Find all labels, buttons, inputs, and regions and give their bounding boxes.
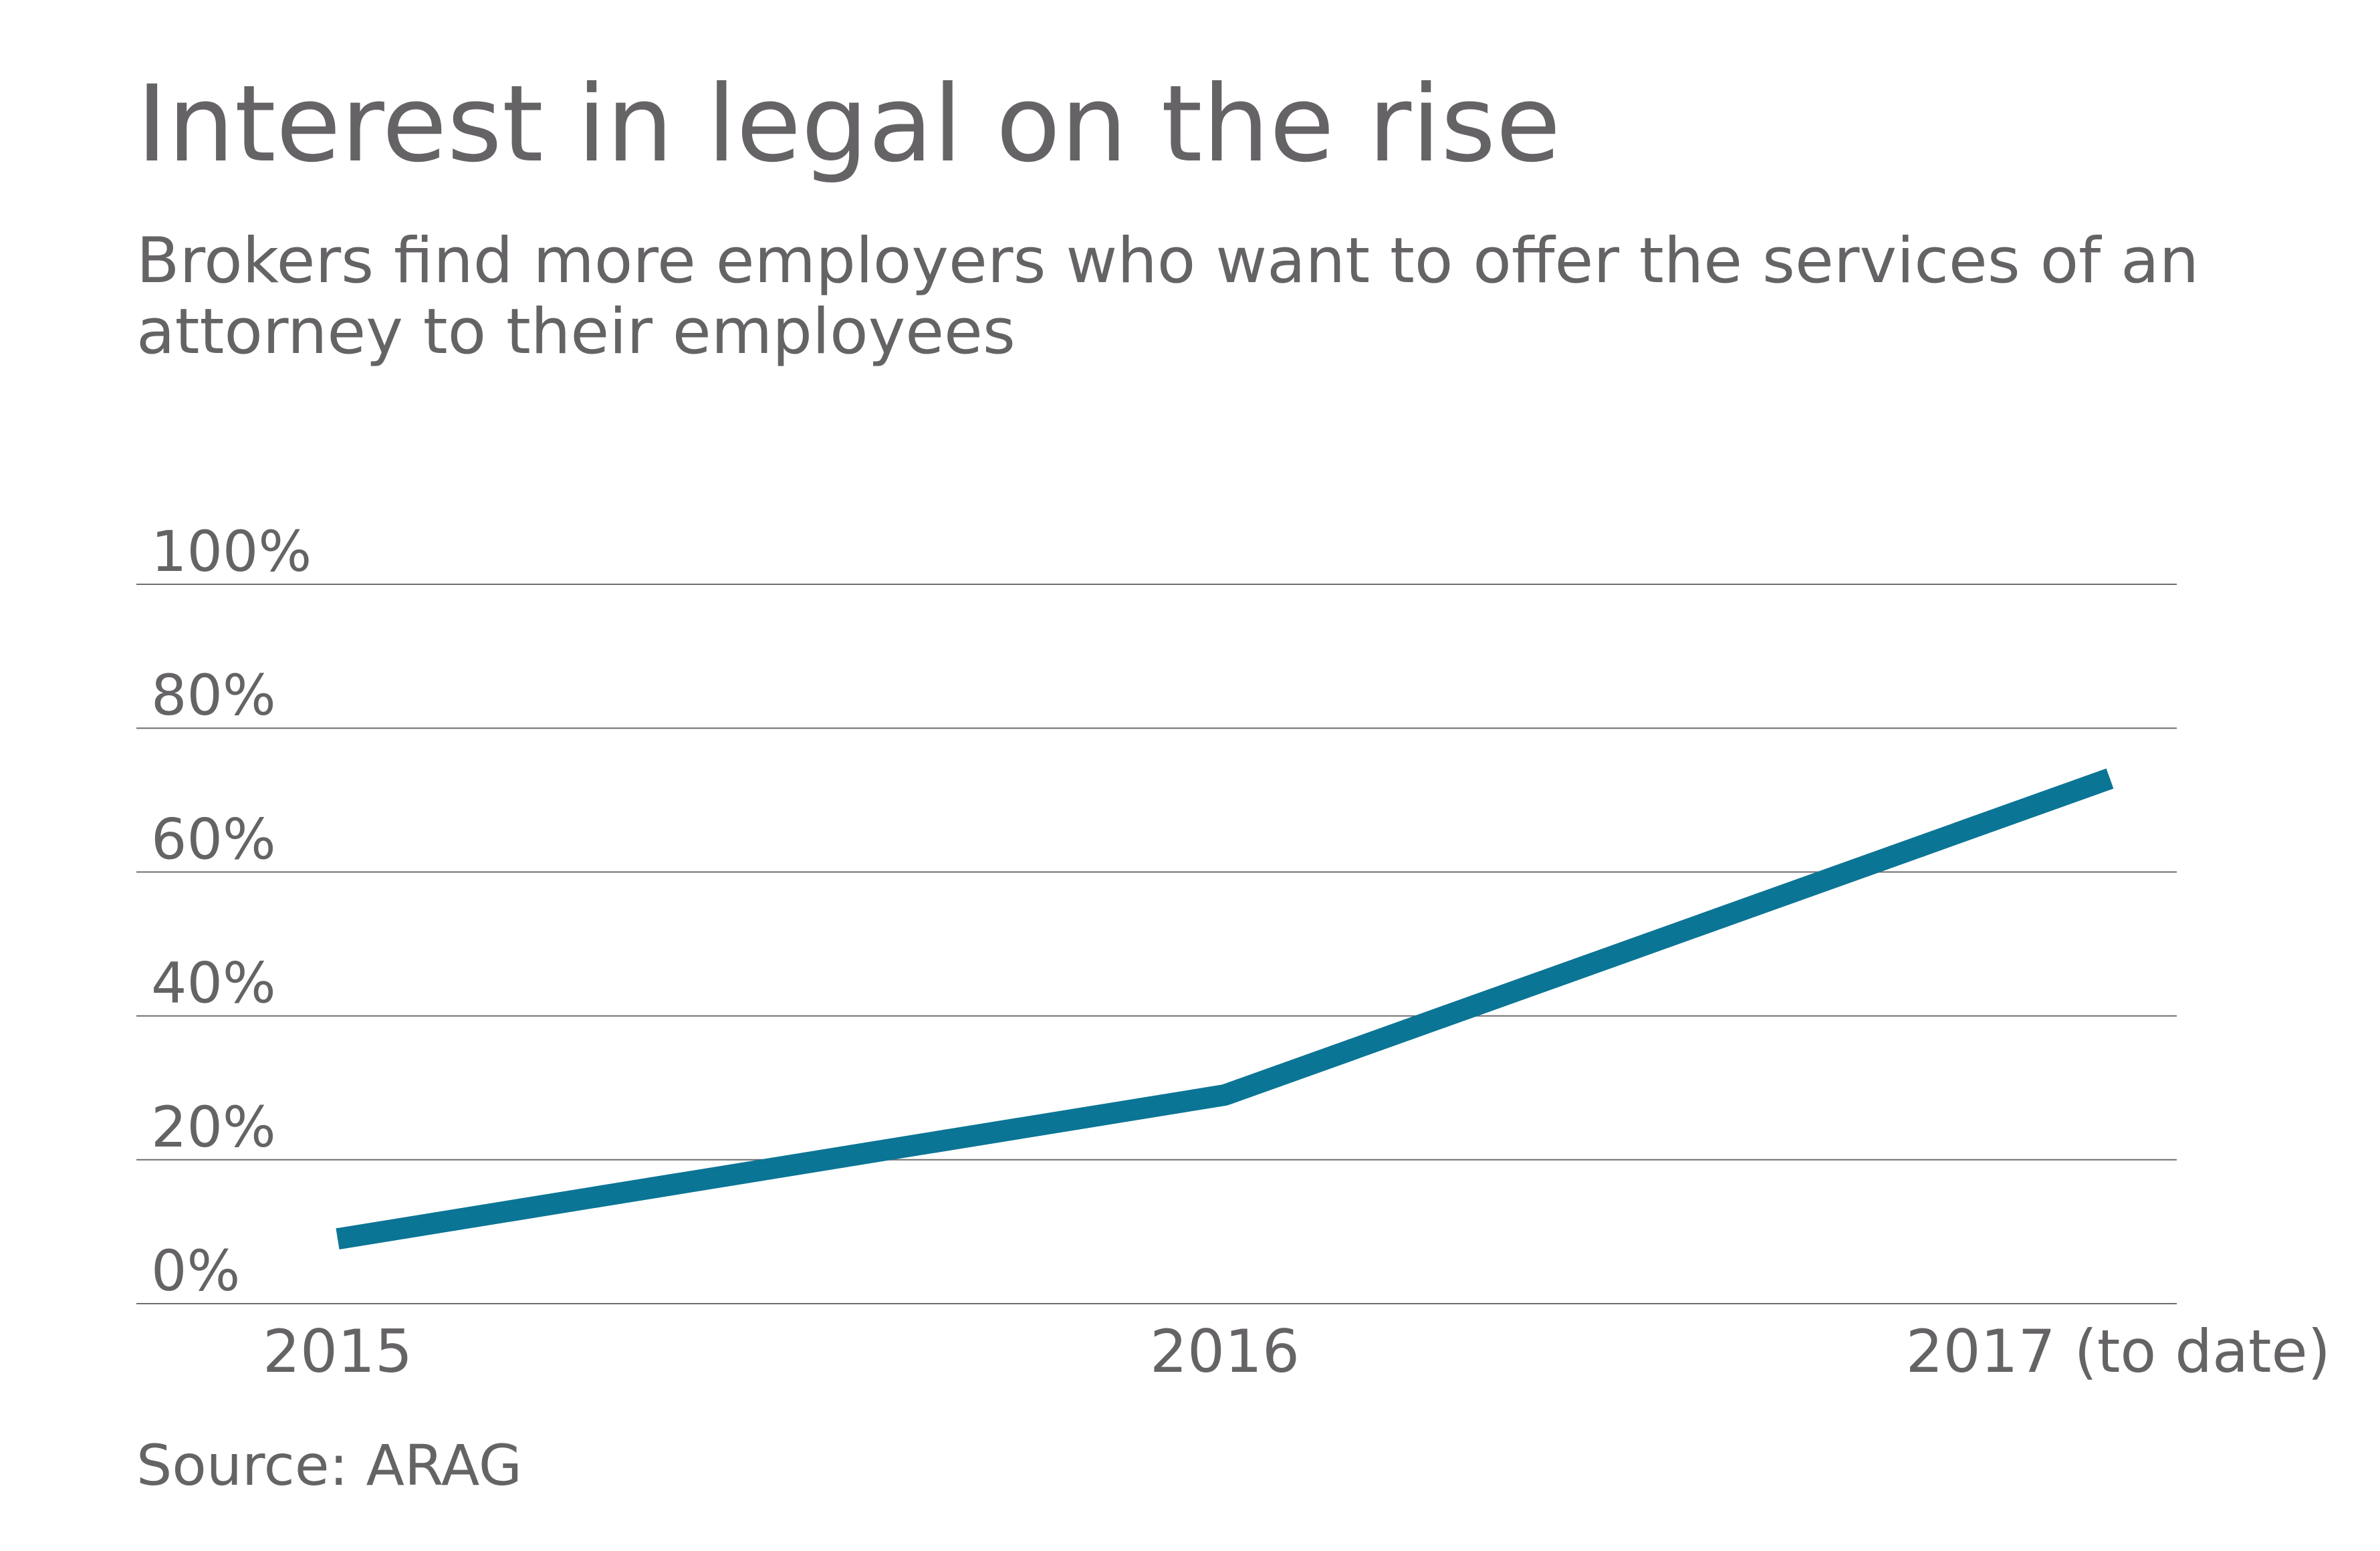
y-tick-label: 100%	[151, 519, 312, 584]
x-tick-label: 2016	[1150, 1317, 1300, 1386]
chart-title: Interest in legal on the rise	[136, 63, 1561, 186]
x-tick-label: 2015	[263, 1317, 412, 1386]
x-tick-label: 2017 (to date)	[1906, 1317, 2331, 1386]
chart-subtitle: Brokers find more employers who want to …	[136, 225, 2199, 368]
source-note: Source: ARAG	[136, 1433, 523, 1498]
y-tick-label: 40%	[151, 951, 276, 1016]
x-axis-tick-labels: 2015 2016 2017 (to date)	[263, 1317, 2331, 1386]
y-axis-tick-labels: 0% 20% 40% 60% 80% 100%	[151, 519, 312, 1304]
y-tick-label: 20%	[151, 1094, 276, 1160]
y-tick-label: 60%	[151, 806, 276, 872]
y-tick-label: 0%	[151, 1238, 240, 1304]
series-line	[336, 768, 2114, 1249]
gridlines	[136, 584, 2177, 1304]
y-tick-label: 80%	[151, 663, 276, 728]
data-point	[2109, 778, 2111, 780]
series-layer	[336, 768, 2114, 1249]
